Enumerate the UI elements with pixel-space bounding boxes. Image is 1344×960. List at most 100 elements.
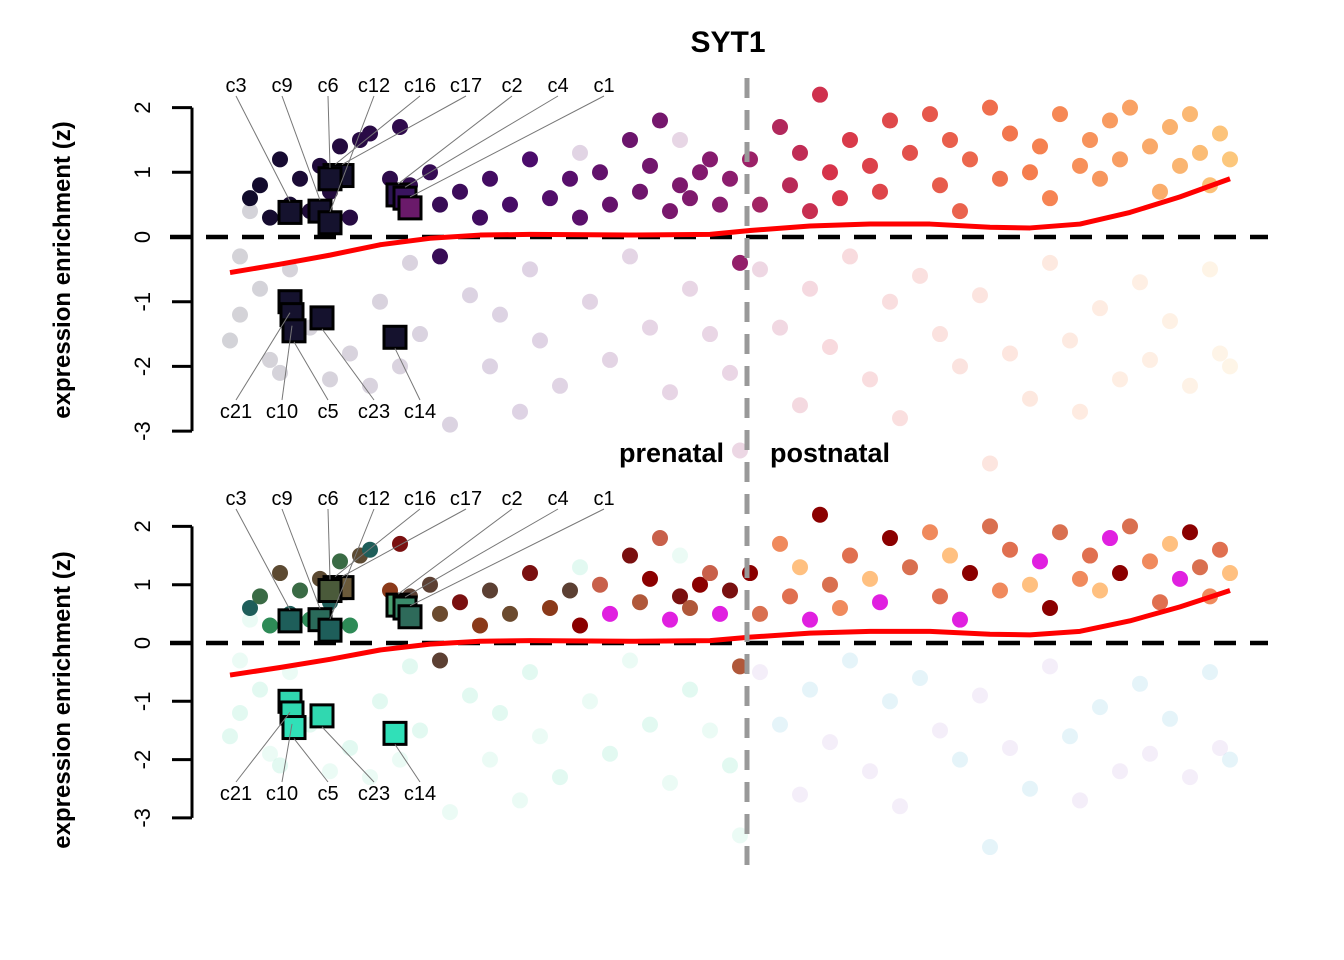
cluster-label: c10	[266, 401, 298, 423]
cluster-label-leader	[334, 95, 421, 165]
data-point	[462, 287, 478, 304]
data-point	[682, 600, 698, 617]
cluster-label: c6	[317, 75, 338, 97]
data-point	[582, 693, 598, 710]
data-point	[952, 203, 968, 220]
data-point	[922, 524, 938, 541]
data-point	[662, 203, 678, 220]
y-tick-label: -3	[130, 808, 155, 828]
data-point	[1192, 559, 1208, 576]
cluster-label: c12	[358, 488, 390, 510]
data-point	[812, 86, 828, 103]
cluster-label: c6	[317, 488, 338, 510]
data-point	[842, 652, 858, 669]
prenatal-label: prenatal	[619, 438, 724, 468]
data-point	[222, 728, 238, 745]
data-point	[392, 535, 408, 552]
cluster-label: c4	[547, 488, 568, 510]
data-point	[572, 209, 588, 226]
data-point	[552, 769, 568, 786]
data-point	[662, 774, 678, 791]
data-point	[792, 397, 808, 414]
data-point	[1162, 535, 1178, 552]
cluster-marker	[382, 324, 408, 350]
data-point	[542, 190, 558, 207]
data-point	[1222, 151, 1238, 168]
data-point	[1022, 780, 1038, 797]
cluster-label: c16	[404, 488, 436, 510]
trend-line	[229, 176, 1231, 276]
y-tick-label: 0	[130, 637, 155, 649]
data-point	[652, 530, 668, 547]
data-point	[962, 565, 978, 582]
data-point	[1042, 600, 1058, 617]
data-point	[712, 605, 728, 622]
cluster-label: c5	[317, 401, 338, 423]
data-point	[262, 209, 278, 226]
data-point	[242, 611, 258, 628]
data-point	[432, 248, 448, 265]
data-point	[262, 617, 278, 634]
data-point	[722, 364, 738, 381]
data-point	[1212, 541, 1228, 558]
cluster-label-leader	[404, 508, 559, 598]
data-point	[1202, 261, 1218, 278]
data-point	[1022, 390, 1038, 407]
data-point	[1142, 138, 1158, 155]
cluster-label: c12	[358, 75, 390, 97]
data-point	[332, 138, 348, 155]
cluster-marker	[317, 210, 343, 236]
data-point	[702, 565, 718, 582]
data-point	[402, 254, 418, 271]
data-point	[682, 190, 698, 207]
data-point	[932, 326, 948, 343]
data-point	[392, 751, 408, 768]
cluster-label-leader	[281, 95, 321, 201]
data-point	[1172, 570, 1188, 587]
data-point	[602, 605, 618, 622]
data-point	[512, 792, 528, 809]
cluster-label: c2	[501, 75, 522, 97]
cluster-label: c23	[358, 783, 390, 805]
data-point	[1112, 763, 1128, 780]
data-point	[972, 687, 988, 704]
y-tick-label: -1	[130, 692, 155, 712]
chart-title: SYT1	[690, 26, 765, 59]
data-point	[702, 326, 718, 343]
y-tick-label: -1	[130, 292, 155, 312]
cluster-label: c3	[225, 488, 246, 510]
data-point	[752, 664, 768, 681]
data-point	[1092, 582, 1108, 599]
data-point	[522, 664, 538, 681]
data-point	[1222, 358, 1238, 375]
cluster-label-leader	[341, 508, 467, 578]
data-point	[502, 605, 518, 622]
data-point	[822, 164, 838, 181]
data-point	[932, 177, 948, 194]
data-point	[492, 306, 508, 323]
data-point	[252, 177, 268, 194]
data-point	[522, 565, 538, 582]
data-point	[622, 131, 638, 148]
data-point	[252, 588, 268, 605]
data-point	[332, 553, 348, 570]
y-tick-label: 2	[130, 520, 155, 532]
data-point	[952, 751, 968, 768]
data-point	[1182, 769, 1198, 786]
data-point	[982, 839, 998, 856]
data-point	[1152, 183, 1168, 200]
data-point	[642, 570, 658, 587]
cluster-label-leader	[327, 508, 331, 580]
y-axis-title-top: expression enrichment (z)	[49, 121, 76, 418]
cluster-label-leader	[404, 95, 559, 188]
data-point	[792, 559, 808, 576]
cluster-label: c3	[225, 75, 246, 97]
cluster-label-leader	[321, 328, 375, 401]
data-point	[432, 605, 448, 622]
data-point	[522, 261, 538, 278]
data-point	[442, 804, 458, 821]
cluster-marker	[309, 305, 335, 331]
data-point	[1142, 745, 1158, 762]
data-point	[482, 582, 498, 599]
data-point	[1072, 403, 1088, 420]
